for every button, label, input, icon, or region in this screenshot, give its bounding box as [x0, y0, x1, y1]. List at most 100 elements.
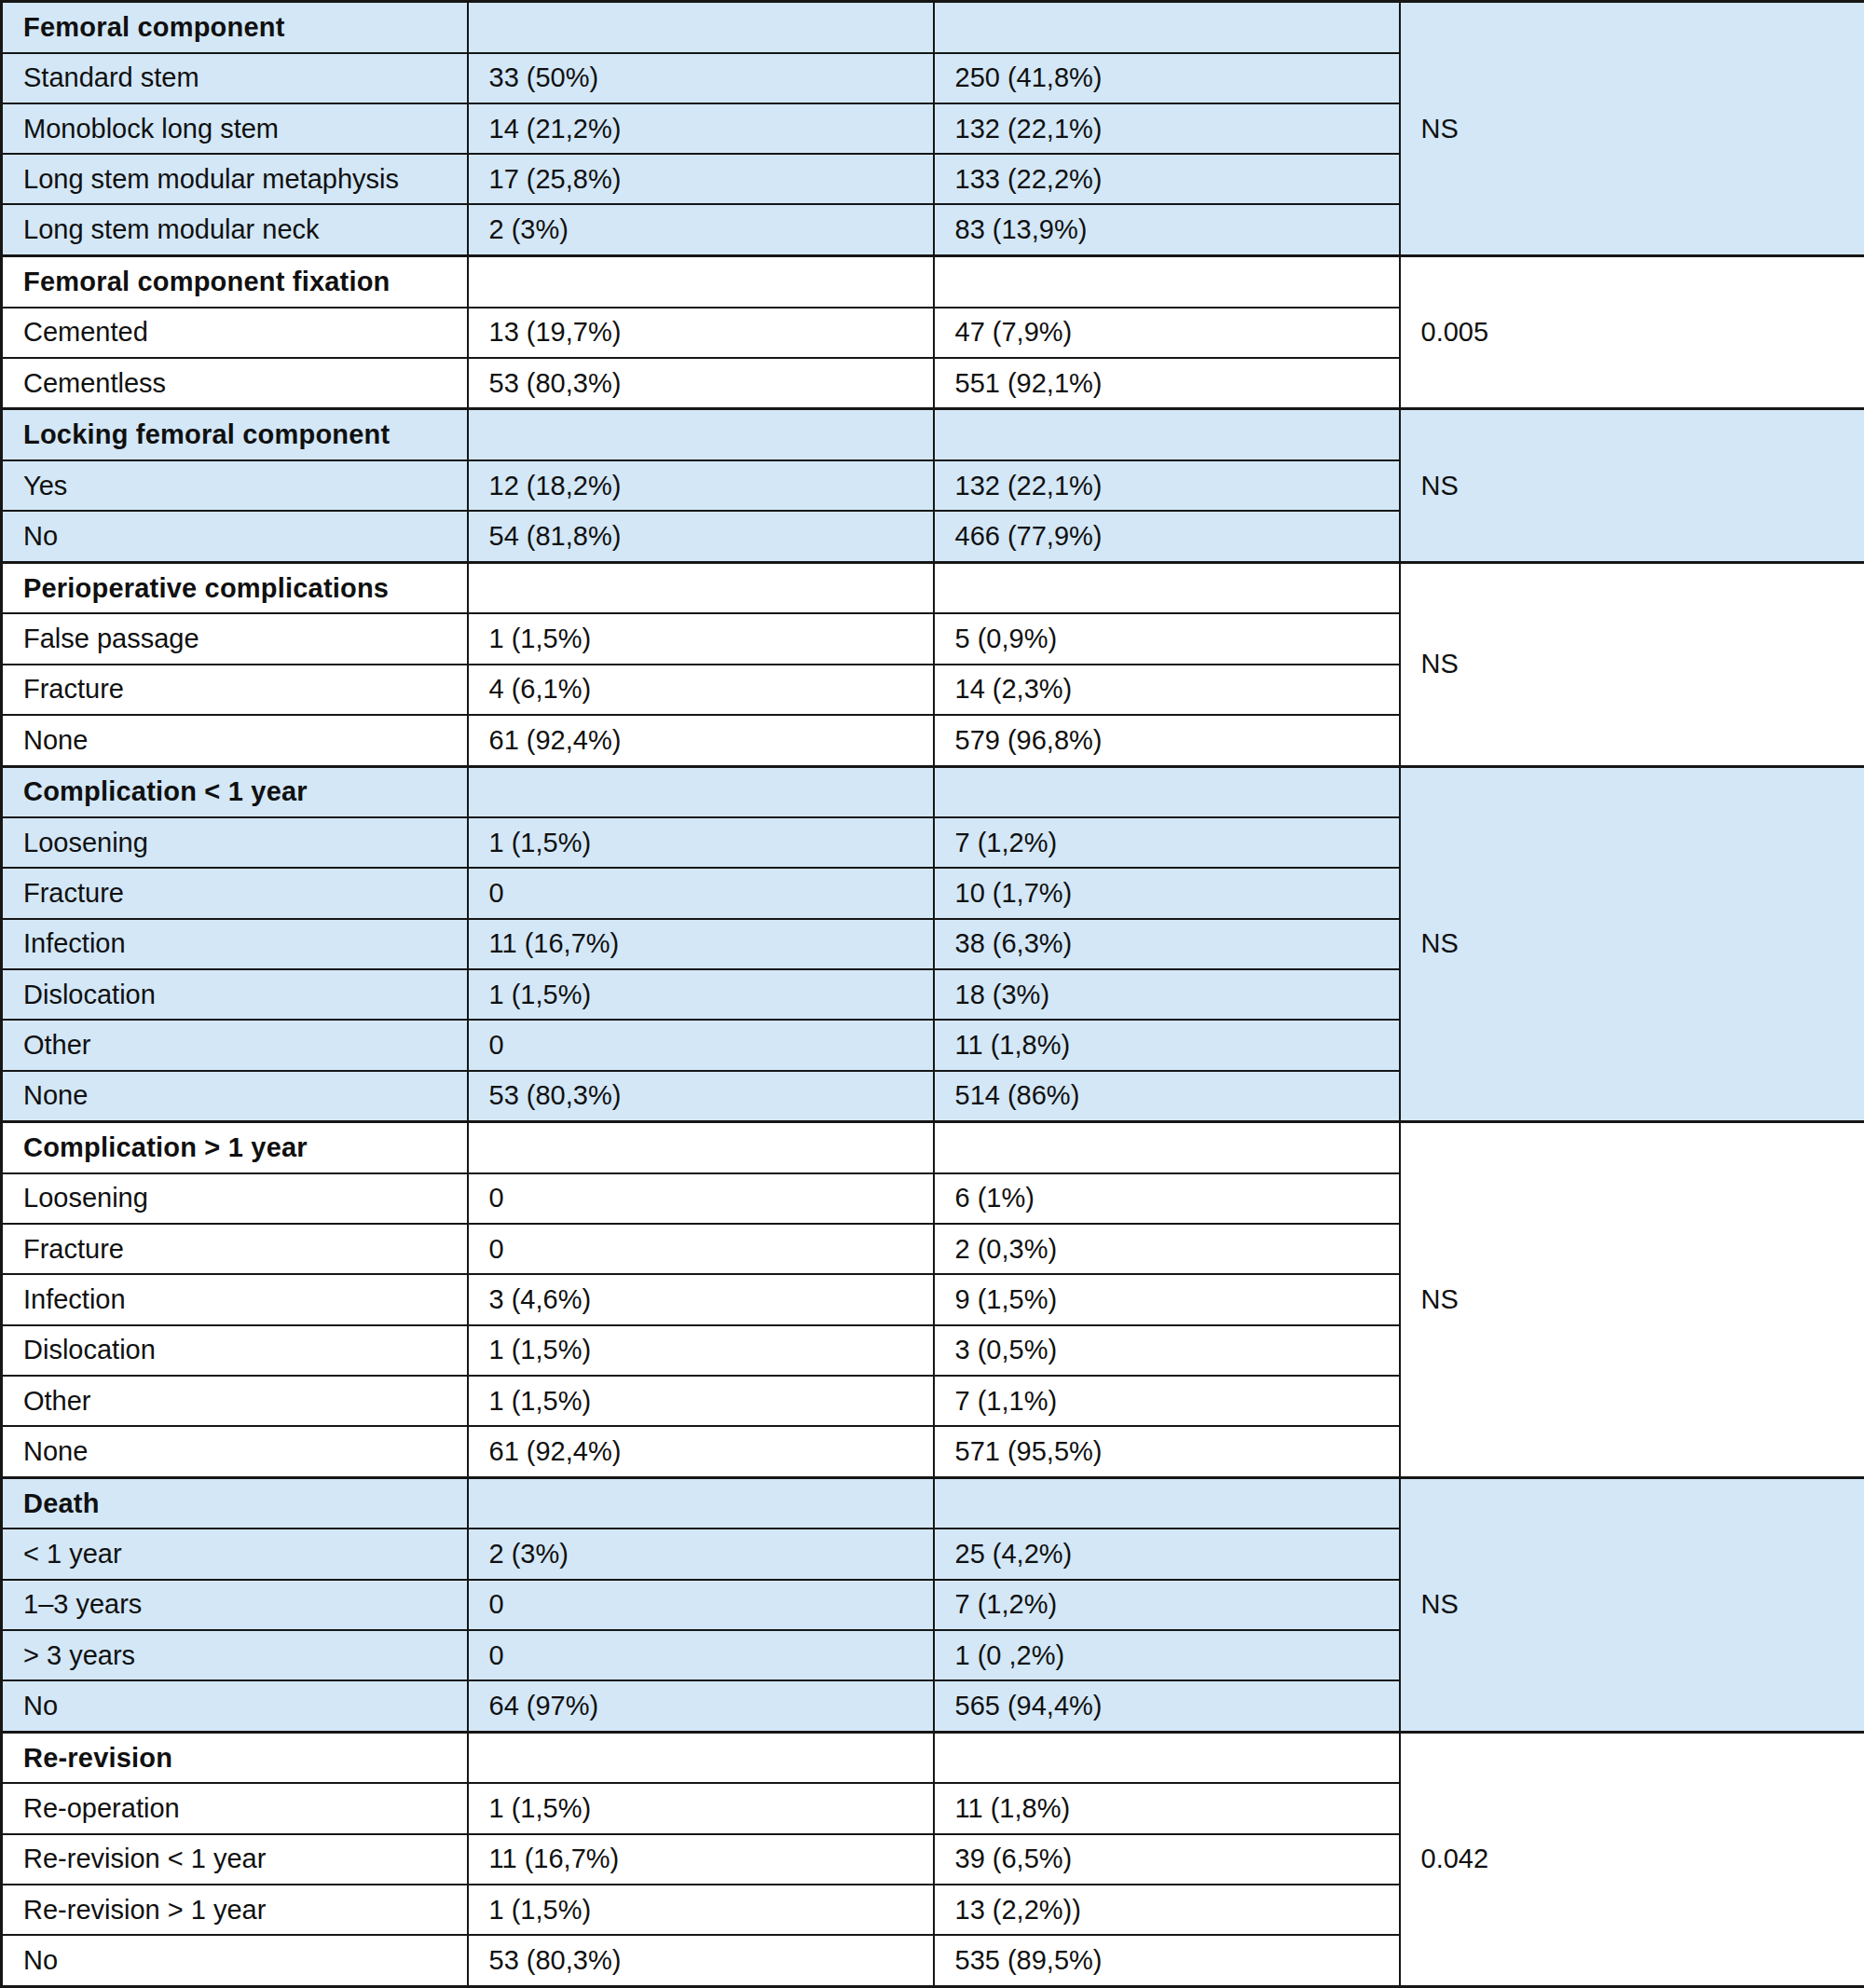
group2-value-cell: 39 (6,5%) [934, 1834, 1400, 1885]
group1-value-cell: 12 (18,2%) [468, 460, 934, 511]
group1-value-cell: 0 [468, 1173, 934, 1224]
group1-value-cell: 1 (1,5%) [468, 969, 934, 1020]
section-title: Death [2, 1477, 468, 1529]
empty-cell [468, 1732, 934, 1783]
section-header-row: Re-revision0.042 [2, 1732, 1864, 1783]
empty-cell [934, 409, 1400, 460]
row-label-cell: Fracture [2, 868, 468, 918]
empty-cell [468, 1477, 934, 1529]
section-title: Complication > 1 year [2, 1122, 468, 1173]
row-label-cell: Long stem modular neck [2, 204, 468, 255]
section-header-row: Locking femoral componentNS [2, 409, 1864, 460]
group1-value-cell: 0 [468, 1630, 934, 1680]
p-value-cell: NS [1400, 766, 1864, 1122]
p-value-cell: NS [1400, 409, 1864, 562]
p-value-cell: 0.005 [1400, 256, 1864, 409]
group1-value-cell: 53 (80,3%) [468, 1071, 934, 1122]
empty-cell [934, 766, 1400, 817]
outcomes-table-container: Femoral componentNSStandard stem33 (50%)… [0, 0, 1864, 1988]
group2-value-cell: 514 (86%) [934, 1071, 1400, 1122]
row-label-cell: No [2, 511, 468, 562]
group1-value-cell: 4 (6,1%) [468, 665, 934, 715]
row-label-cell: Cementless [2, 358, 468, 409]
group2-value-cell: 9 (1,5%) [934, 1274, 1400, 1324]
group1-value-cell: 11 (16,7%) [468, 1834, 934, 1885]
group1-value-cell: 61 (92,4%) [468, 715, 934, 766]
empty-cell [934, 256, 1400, 308]
row-label-cell: None [2, 1071, 468, 1122]
group2-value-cell: 47 (7,9%) [934, 308, 1400, 358]
row-label-cell: Loosening [2, 817, 468, 868]
group2-value-cell: 132 (22,1%) [934, 460, 1400, 511]
group1-value-cell: 0 [468, 1580, 934, 1630]
row-label-cell: Other [2, 1376, 468, 1426]
group2-value-cell: 7 (1,1%) [934, 1376, 1400, 1426]
group1-value-cell: 54 (81,8%) [468, 511, 934, 562]
row-label-cell: Dislocation [2, 969, 468, 1020]
section-header-row: Complication < 1 yearNS [2, 766, 1864, 817]
group1-value-cell: 64 (97%) [468, 1680, 934, 1732]
group2-value-cell: 1 (0 ,2%) [934, 1630, 1400, 1680]
group2-value-cell: 551 (92,1%) [934, 358, 1400, 409]
row-label-cell: Long stem modular metaphysis [2, 154, 468, 204]
empty-cell [468, 766, 934, 817]
row-label-cell: No [2, 1935, 468, 1986]
section-title: Femoral component [2, 2, 468, 53]
p-value-cell: NS [1400, 562, 1864, 766]
section-title: Perioperative complications [2, 562, 468, 613]
group1-value-cell: 1 (1,5%) [468, 1885, 934, 1935]
group1-value-cell: 3 (4,6%) [468, 1274, 934, 1324]
group1-value-cell: 2 (3%) [468, 204, 934, 255]
row-label-cell: 1–3 years [2, 1580, 468, 1630]
row-label-cell: Fracture [2, 665, 468, 715]
p-value-cell: NS [1400, 1477, 1864, 1732]
group1-value-cell: 0 [468, 1020, 934, 1070]
empty-cell [934, 1477, 1400, 1529]
group1-value-cell: 11 (16,7%) [468, 919, 934, 969]
group2-value-cell: 18 (3%) [934, 969, 1400, 1020]
group2-value-cell: 466 (77,9%) [934, 511, 1400, 562]
group1-value-cell: 0 [468, 868, 934, 918]
row-label-cell: Standard stem [2, 53, 468, 103]
group2-value-cell: 11 (1,8%) [934, 1020, 1400, 1070]
group1-value-cell: 1 (1,5%) [468, 1376, 934, 1426]
group2-value-cell: 11 (1,8%) [934, 1783, 1400, 1833]
group2-value-cell: 6 (1%) [934, 1173, 1400, 1224]
empty-cell [468, 256, 934, 308]
row-label-cell: Cemented [2, 308, 468, 358]
row-label-cell: Re-operation [2, 1783, 468, 1833]
group1-value-cell: 2 (3%) [468, 1529, 934, 1579]
row-label-cell: Loosening [2, 1173, 468, 1224]
empty-cell [934, 2, 1400, 53]
empty-cell [934, 562, 1400, 613]
empty-cell [934, 1732, 1400, 1783]
p-value-cell: 0.042 [1400, 1732, 1864, 1986]
section-header-row: DeathNS [2, 1477, 1864, 1529]
group2-value-cell: 250 (41,8%) [934, 53, 1400, 103]
row-label-cell: Infection [2, 919, 468, 969]
row-label-cell: None [2, 715, 468, 766]
group2-value-cell: 25 (4,2%) [934, 1529, 1400, 1579]
row-label-cell: Re-revision < 1 year [2, 1834, 468, 1885]
section-header-row: Femoral componentNS [2, 2, 1864, 53]
group1-value-cell: 1 (1,5%) [468, 1783, 934, 1833]
row-label-cell: Dislocation [2, 1325, 468, 1376]
group2-value-cell: 571 (95,5%) [934, 1426, 1400, 1477]
p-value-cell: NS [1400, 1122, 1864, 1478]
group1-value-cell: 33 (50%) [468, 53, 934, 103]
group1-value-cell: 53 (80,3%) [468, 358, 934, 409]
outcomes-table: Femoral componentNSStandard stem33 (50%)… [0, 0, 1864, 1988]
group2-value-cell: 7 (1,2%) [934, 1580, 1400, 1630]
section-header-row: Femoral component fixation0.005 [2, 256, 1864, 308]
group1-value-cell: 53 (80,3%) [468, 1935, 934, 1986]
section-header-row: Complication > 1 yearNS [2, 1122, 1864, 1173]
section-title: Re-revision [2, 1732, 468, 1783]
section-title: Femoral component fixation [2, 256, 468, 308]
row-label-cell: Other [2, 1020, 468, 1070]
group1-value-cell: 17 (25,8%) [468, 154, 934, 204]
empty-cell [468, 2, 934, 53]
group1-value-cell: 61 (92,4%) [468, 1426, 934, 1477]
section-title: Locking femoral component [2, 409, 468, 460]
empty-cell [934, 1122, 1400, 1173]
row-label-cell: Monoblock long stem [2, 103, 468, 154]
